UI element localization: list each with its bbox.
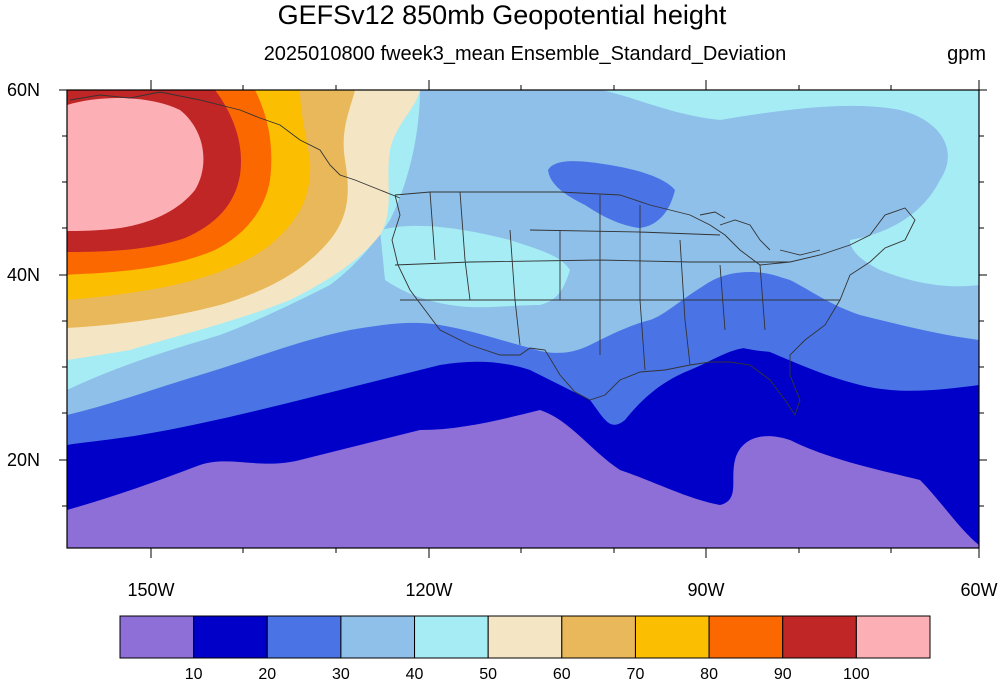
canada-coast xyxy=(69,91,401,199)
colorbar-label: 40 xyxy=(405,666,424,683)
lon-label-150w: 150W xyxy=(127,580,175,600)
map-subtitle: 2025010800 fweek3_mean Ensemble_Standard… xyxy=(263,43,787,65)
colorbar-swatch xyxy=(487,615,563,659)
colorbar-label: 30 xyxy=(332,666,350,683)
plot-frame xyxy=(59,80,987,558)
colorbar-swatch xyxy=(855,615,931,659)
colorbar-label: 60 xyxy=(552,666,571,683)
contour-band-gt100 xyxy=(67,98,204,232)
colorbar-label: 70 xyxy=(626,666,645,683)
contour-fill xyxy=(67,90,979,548)
contour-band-30-40-north xyxy=(452,98,941,243)
state-lines xyxy=(394,191,840,371)
lat-label-40n: 40N xyxy=(6,265,40,285)
units-label: gpm xyxy=(947,43,986,65)
colorbar-swatch xyxy=(266,615,342,659)
lat-label-20n: 20N xyxy=(6,450,40,470)
colorbar-swatch xyxy=(193,615,268,659)
colorbar-swatch xyxy=(708,615,784,659)
colorbar-label: 100 xyxy=(843,666,870,683)
lon-label-90w: 90W xyxy=(687,580,725,600)
contour-band-20-30-southeast xyxy=(688,272,820,353)
boundary-lines xyxy=(69,91,916,417)
lon-label-60w: 60W xyxy=(960,580,998,600)
colorbar-swatch xyxy=(340,615,416,659)
lat-label-60n: 60N xyxy=(6,80,40,100)
colorbar-swatch xyxy=(414,615,489,659)
contour-band-40-50-interior xyxy=(380,225,570,308)
colorbar-label: 20 xyxy=(258,666,277,683)
colorbar-swatch xyxy=(782,615,857,659)
colorbar-swatch xyxy=(634,615,710,659)
lon-label-120w: 120W xyxy=(405,580,453,600)
colorbar-label: 90 xyxy=(773,666,792,683)
map-title: GEFSv12 850mb Geopotential height xyxy=(277,0,727,30)
colorbar-label: 80 xyxy=(700,666,718,683)
colorbar xyxy=(119,615,931,659)
colorbar-label: 10 xyxy=(184,666,203,683)
great-lakes xyxy=(699,211,821,256)
colorbar-swatch xyxy=(119,615,195,659)
colorbar-label: 50 xyxy=(479,666,498,683)
us-outline xyxy=(391,191,916,417)
colorbar-swatch xyxy=(561,615,636,659)
